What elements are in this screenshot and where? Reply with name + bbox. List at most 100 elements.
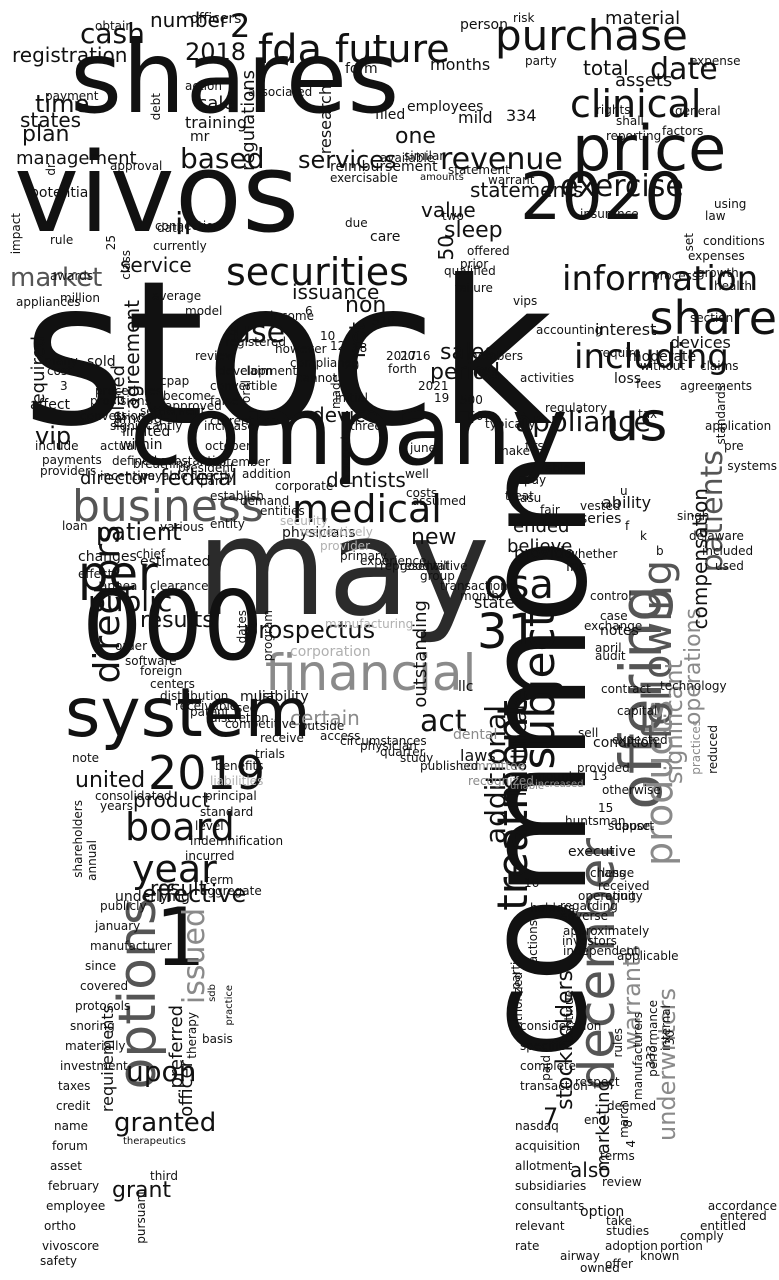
word-shares: shares — [70, 19, 400, 136]
word-name: name — [54, 1119, 89, 1133]
word-6: 6 — [305, 304, 313, 318]
word-market: market — [10, 263, 103, 293]
word-primary: primary — [340, 549, 387, 563]
word-claims: claims — [700, 359, 739, 373]
word-federal: federal — [160, 466, 238, 491]
word-due: due — [345, 216, 368, 230]
word-representative: representative — [380, 559, 468, 573]
word-aggregate: aggregate — [200, 884, 262, 898]
word-able: able — [545, 461, 571, 475]
word-exercisable: exercisable — [330, 171, 398, 185]
word-president: president — [178, 461, 235, 475]
word-independent: independent — [563, 944, 639, 958]
word-therapeutics: therapeutics — [123, 1136, 186, 1147]
word-accounting: accounting — [536, 323, 603, 337]
word-awards: awards — [50, 269, 94, 283]
word-protocols: protocols — [75, 999, 131, 1013]
word-procedures: procedures — [95, 384, 163, 398]
word-2018: 2018 — [185, 38, 247, 66]
word-fda: fda — [258, 27, 322, 73]
word-devices: devices — [670, 333, 731, 352]
word-2021: 2021 — [418, 379, 449, 393]
word-vivos: vivos — [14, 129, 300, 257]
word-certain: certain — [290, 706, 360, 730]
word-treat: treat — [505, 489, 534, 503]
word-333: 333 — [644, 1045, 658, 1068]
word-activities: activities — [520, 371, 575, 385]
word-potential: potential — [30, 185, 93, 201]
word-development: development — [218, 364, 298, 378]
word-per: per — [78, 546, 158, 602]
word-level: level — [195, 819, 224, 833]
word-amount: amount — [527, 769, 574, 783]
word-term: term — [205, 873, 234, 887]
word-3: 3 — [60, 379, 68, 393]
word-oral: oral — [239, 380, 253, 403]
word-breathing: breathing — [133, 457, 191, 471]
word-year: year — [132, 847, 217, 891]
word-class: class — [119, 250, 133, 280]
word-upon: upon — [126, 1055, 197, 1088]
word-incurred: incurred — [185, 849, 235, 863]
word-physician: physician — [360, 739, 417, 753]
word-provisions: provisions — [90, 394, 151, 408]
word-subsidiaries: subsidiaries — [515, 1179, 587, 1193]
word-time: time — [35, 90, 90, 118]
word-materially: materially — [65, 1039, 126, 1053]
word-offer: offer — [605, 1257, 633, 1271]
word-operating: operating — [578, 889, 636, 903]
word-general: general — [675, 104, 721, 118]
word-compliance: compliance — [290, 356, 359, 370]
word-inc: inc — [566, 559, 587, 575]
word-costs: costs — [406, 486, 438, 500]
word-defined: defined — [112, 454, 158, 468]
word-model: model — [185, 304, 223, 318]
word-approximately: approximately — [563, 924, 650, 938]
word-entity: entity — [210, 517, 245, 531]
word-clearance: clearance — [150, 579, 209, 593]
word-rate: rate — [515, 1239, 540, 1253]
word-25: 25 — [104, 235, 118, 251]
word-vested: vested — [580, 499, 621, 513]
word-require: require — [598, 346, 641, 360]
word-march: march — [617, 1100, 631, 1138]
word-delaware: delaware — [689, 529, 744, 543]
word-shall: shall — [616, 114, 644, 128]
word-business: business — [72, 481, 264, 532]
word-studies: studies — [606, 1224, 650, 1238]
word-future: future — [335, 27, 450, 71]
word-product: product — [133, 788, 210, 812]
word-significantly: significantly — [110, 419, 183, 433]
word-research: research — [316, 85, 335, 155]
word-well: well — [405, 467, 429, 481]
word-date: date — [650, 52, 718, 87]
word-10: 10 — [320, 329, 336, 343]
word-credit: credit — [56, 1099, 91, 1113]
word-published: published — [420, 759, 479, 773]
word-15: 15 — [598, 801, 614, 815]
word-expense: expense — [690, 54, 741, 68]
word-transaction: transaction — [520, 1079, 588, 1093]
word-employees: employees — [407, 99, 484, 115]
word-unable: unable — [510, 781, 545, 792]
word-initial: initial — [335, 391, 368, 405]
word-stock: stock — [22, 238, 553, 471]
word-clinical: clinical — [570, 82, 702, 126]
word-included: included — [702, 544, 754, 558]
word-vivoscore: vivoscore — [42, 1239, 100, 1253]
word-2019: 2019 — [148, 746, 266, 800]
word-payable: payable — [140, 469, 188, 483]
word-order: order — [115, 639, 147, 653]
word-end: end — [584, 1113, 607, 1127]
word-k: k — [640, 529, 647, 543]
word-become: become — [163, 389, 212, 403]
word-334: 334 — [506, 106, 537, 125]
word-action: action — [185, 79, 222, 93]
word-must: must — [240, 689, 276, 705]
word-members: members — [466, 349, 523, 363]
word-dates: dates — [235, 610, 249, 644]
word-officers: officers — [190, 11, 242, 27]
word-section: section — [690, 311, 734, 325]
word-value: value — [421, 198, 476, 222]
word-within: within — [120, 437, 163, 453]
